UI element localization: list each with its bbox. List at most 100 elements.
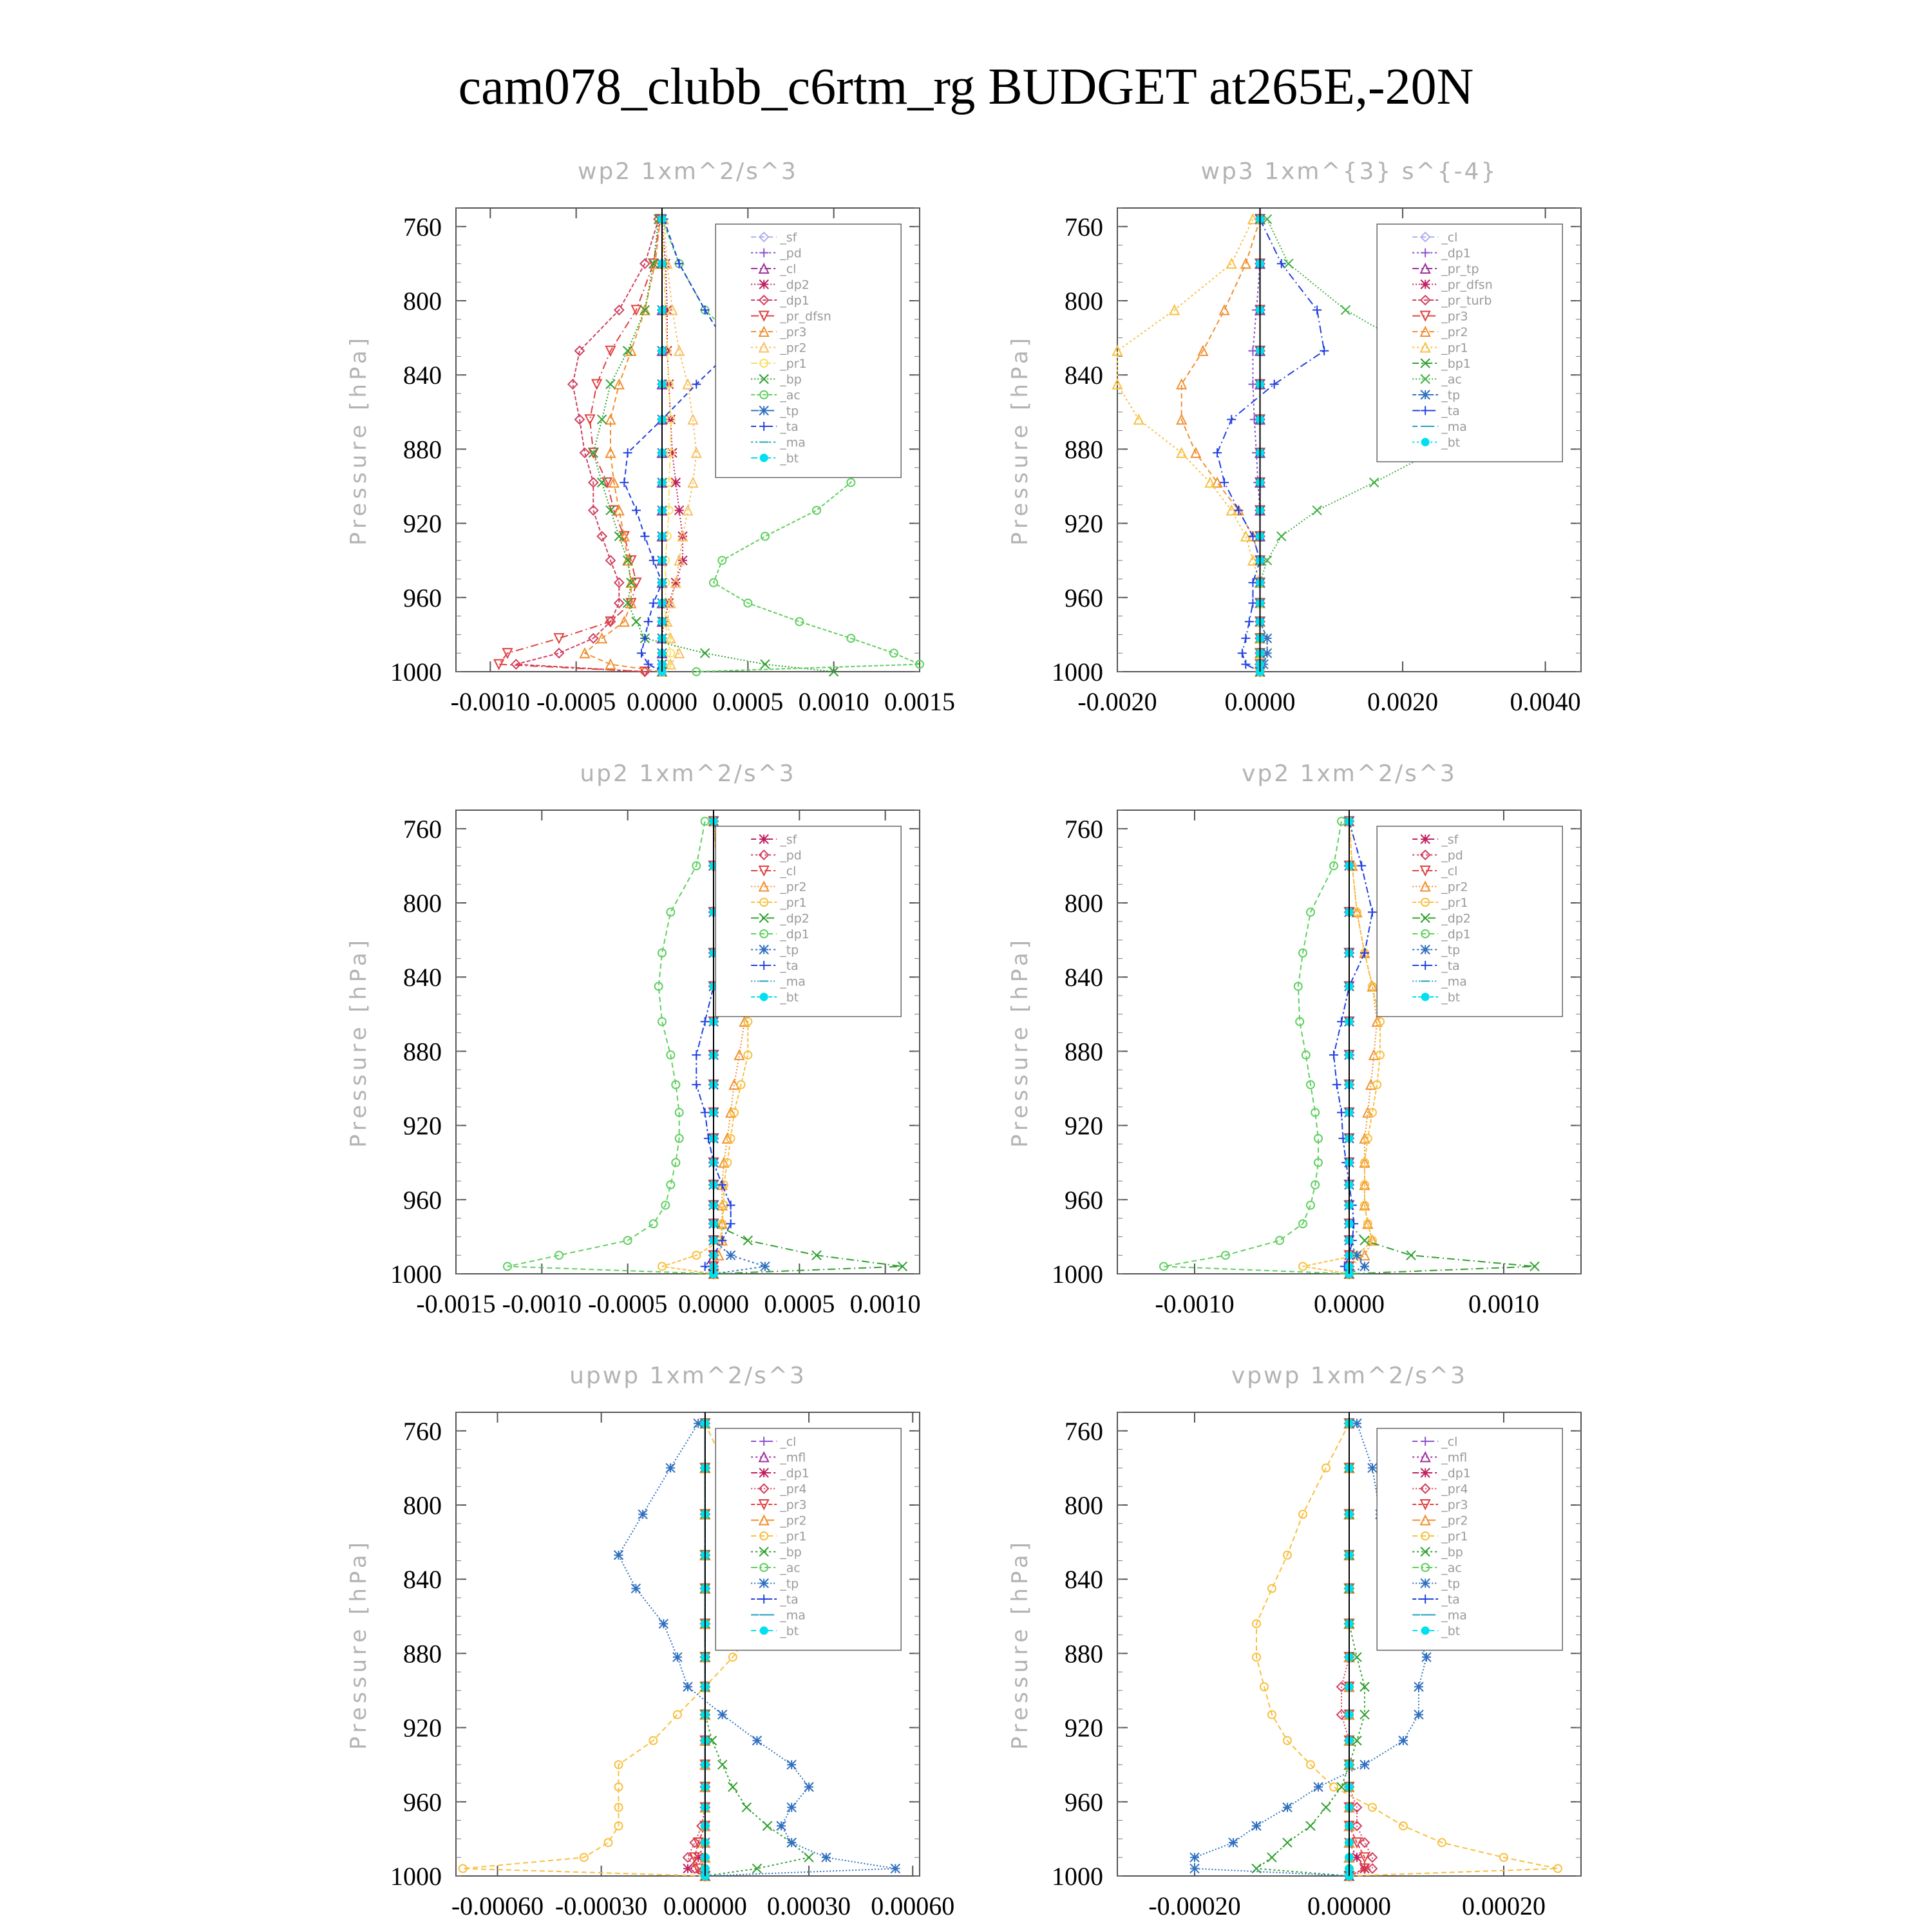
legend-marker [758,880,770,892]
legend-marker [1421,1531,1430,1540]
data-point [700,1262,710,1271]
x-tick-label: -0.00030 [555,1891,647,1920]
data-point [1267,1852,1277,1862]
data-point [1399,1821,1408,1831]
data-point [605,505,616,516]
data-point [1363,1133,1372,1143]
legend-label: _ta [1441,404,1460,419]
data-point [666,415,676,424]
data-point [1252,1619,1261,1629]
x-tick-label: -0.0010 [502,1289,582,1318]
data-point [1368,981,1377,991]
legend-label: _cl [779,1435,796,1449]
legend-label: _cl [779,864,796,878]
legend-marker [1420,913,1430,923]
legend-label: _mfl [1441,1451,1467,1465]
plot-frame [455,207,920,672]
data-point [743,1235,753,1245]
data-point [1414,1709,1424,1720]
y-tick-label: 840 [403,963,442,992]
y-tick-label: 880 [1065,435,1103,464]
data-point [674,505,685,516]
data-point [1282,1837,1293,1848]
series-line [1302,821,1381,1274]
data-point [665,632,676,644]
legend-marker [759,279,769,290]
legend-marker [1420,944,1430,955]
data-point [804,1782,814,1792]
data-point [1159,1262,1168,1271]
data-point [1298,948,1307,958]
y-tick-label: 960 [1065,1186,1103,1215]
data-point [614,531,625,542]
legend-label: _pr3 [1441,1498,1468,1512]
legend-label: _cl [1441,1435,1457,1449]
data-point [1340,305,1351,316]
legend-label: _pd [779,849,802,863]
data-point [743,1017,753,1027]
legend-marker [759,359,769,368]
legend-marker [1420,390,1430,400]
legend-box [715,1428,902,1651]
data-point [1329,861,1338,871]
data-point [631,616,641,627]
data-point [1359,1132,1370,1144]
data-point [717,1219,727,1229]
legend-label: _pr2 [779,880,806,895]
data-point [728,1782,738,1792]
x-tick-label: 0.0020 [1367,687,1438,716]
data-point [672,1710,682,1719]
data-point [699,648,710,658]
data-point [1359,1759,1370,1770]
data-point [752,1736,762,1746]
data-point [915,659,924,669]
data-point [689,1863,701,1874]
series-ta [1329,817,1377,1278]
data-point [690,446,702,459]
x-tick-label: 0.0000 [627,687,697,716]
data-point [730,1108,739,1117]
data-point [605,658,616,670]
x-tick-label: 0.00000 [1307,1891,1391,1920]
data-point [725,1250,736,1260]
legend-marker [758,231,770,243]
chart-panel-4: vp2 1xm^2/s^3 Pressure [hPa] 760 800 840 880 9… [1007,761,1582,1318]
series-line [661,219,672,672]
data-point [1276,531,1287,542]
data-point [666,448,676,458]
y-tick-label: 840 [1065,963,1103,992]
legend-marker [759,898,769,907]
legend: _cl _mfl_dp1_pr4_pr3 _pr2 _pr1 _bp_ac _tp _ta _… [715,1428,902,1651]
y-tick-label: 840 [1065,361,1103,390]
data-point [706,1736,717,1746]
data-point [1376,1017,1385,1027]
legend-box [715,826,902,1018]
panel-title: vp2 1xm^2/s^3 [1242,761,1457,787]
data-point [1298,1219,1307,1229]
data-point [739,1016,750,1027]
legend-label: _pr2 [779,341,806,355]
legend-label: _pr4 [779,1482,806,1497]
data-point [689,1852,701,1864]
data-point [692,1837,704,1849]
data-point [1112,345,1123,356]
data-point [1437,1838,1446,1848]
y-tick-label: 920 [403,1714,442,1743]
data-point [613,577,625,589]
data-point [741,1802,752,1813]
y-tick-label: 960 [1065,583,1103,612]
legend-marker [758,1451,770,1463]
data-point [605,379,616,390]
data-point [649,1736,658,1745]
legend-marker [1420,374,1430,384]
series-ta [1213,214,1329,676]
data-point [588,448,599,458]
data-point [630,305,642,316]
data-point [596,477,607,488]
data-point [846,634,856,643]
legend-marker [758,849,770,860]
data-point [1247,213,1259,225]
data-point [1311,1108,1320,1117]
y-tick-label: 960 [403,1186,442,1215]
legend-label: _bt [1441,436,1460,450]
